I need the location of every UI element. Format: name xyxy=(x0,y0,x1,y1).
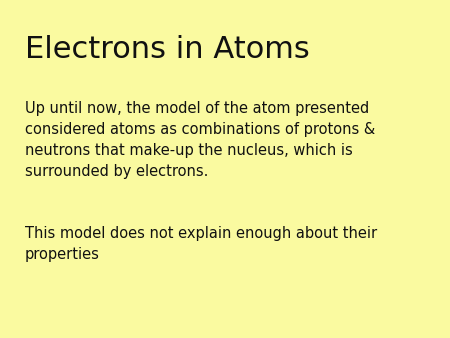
Text: This model does not explain enough about their
properties: This model does not explain enough about… xyxy=(25,226,377,263)
Text: Electrons in Atoms: Electrons in Atoms xyxy=(25,35,310,65)
Text: Up until now, the model of the atom presented
considered atoms as combinations o: Up until now, the model of the atom pres… xyxy=(25,101,375,179)
